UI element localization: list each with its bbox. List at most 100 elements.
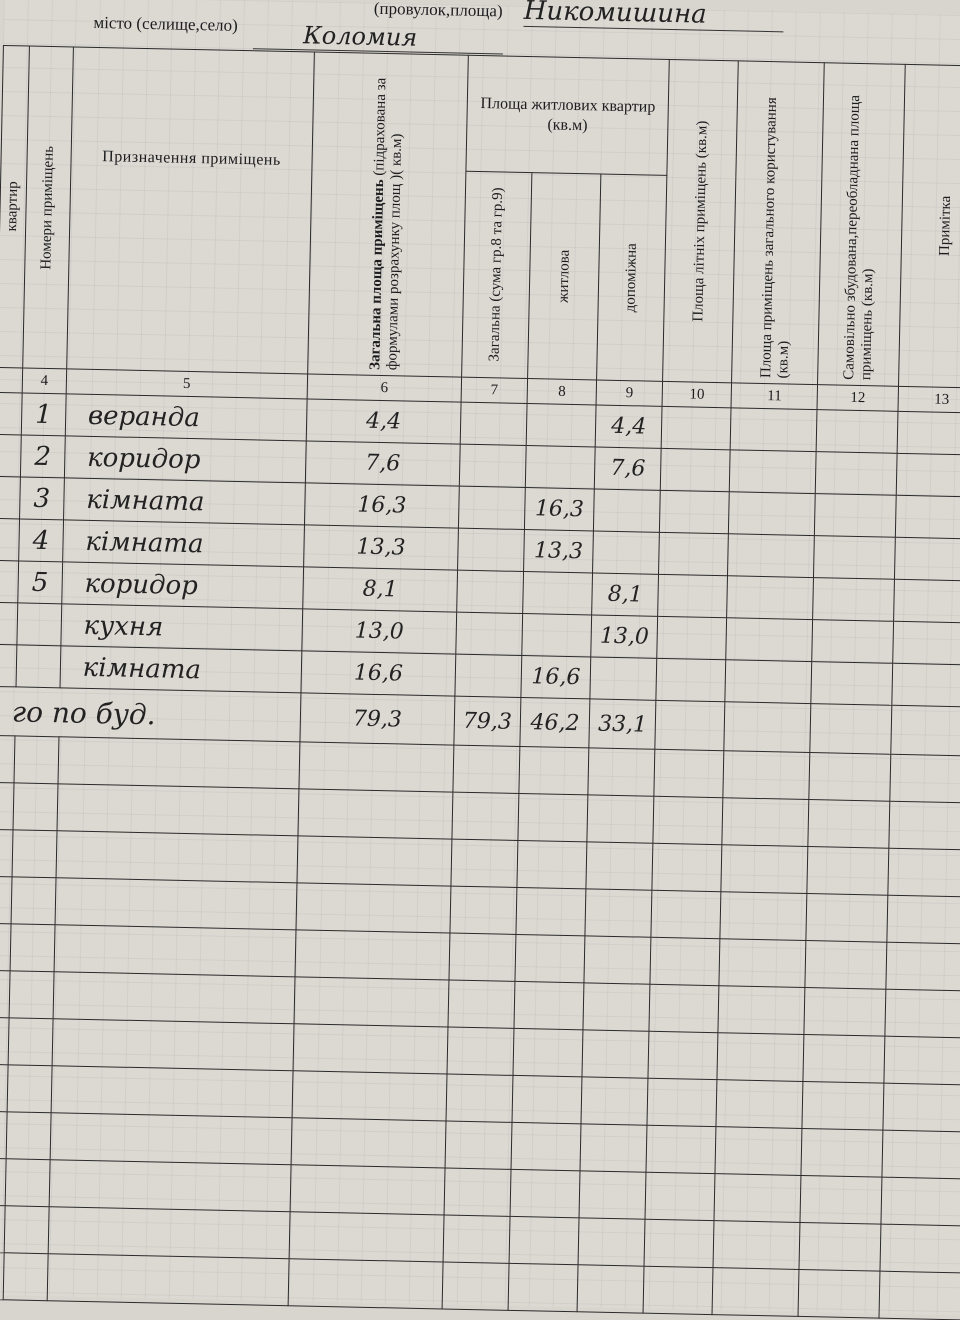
- empty-cell: [805, 940, 887, 990]
- common-area: [725, 617, 813, 662]
- column-number: 4: [22, 367, 67, 394]
- summer-area: [656, 658, 726, 702]
- empty-cell: [648, 1031, 719, 1080]
- empty-cell: [514, 934, 586, 983]
- summer-area: [659, 490, 730, 534]
- common-area: [729, 449, 817, 494]
- empty-cell: [53, 924, 296, 977]
- empty-cell: [452, 745, 520, 794]
- unauthorized-area: [813, 535, 896, 580]
- living-total: [456, 570, 524, 614]
- empty-cell: [442, 1261, 510, 1311]
- empty-cell: [719, 938, 807, 988]
- empty-cell: [647, 1078, 718, 1127]
- empty-cell: [6, 1111, 51, 1160]
- living-area: [521, 613, 592, 657]
- empty-cell: [881, 1130, 960, 1179]
- total-living: 46,2: [519, 697, 591, 748]
- room-purpose: кімната: [63, 477, 306, 525]
- cell: [0, 518, 20, 561]
- rooms-table: квартир Номери приміщень Призначення при…: [0, 45, 960, 1320]
- header-living-total: Загальна (сума гр.8 та гр.9): [486, 187, 507, 363]
- empty-cell: [653, 796, 724, 845]
- empty-cell: [717, 1032, 805, 1082]
- empty-cell: [645, 1172, 716, 1221]
- empty-cell: [447, 980, 515, 1029]
- total-area: 4,4: [306, 398, 462, 445]
- empty-cell: [48, 1159, 292, 1212]
- empty-cell: [51, 1018, 294, 1071]
- total-auxiliary: 33,1: [589, 698, 657, 750]
- empty-cell: [649, 984, 720, 1033]
- total-area: 13,0: [301, 608, 457, 655]
- empty-cell: [288, 1258, 444, 1309]
- empty-cell: [886, 895, 960, 945]
- header-common-area: Площа приміщень загального користування …: [757, 96, 792, 379]
- empty-cell: [0, 829, 14, 877]
- empty-cell: [579, 1170, 647, 1220]
- empty-cell: [293, 976, 449, 1028]
- cell: [0, 560, 19, 603]
- empty-cell: [47, 1206, 291, 1259]
- summer-area: [660, 448, 731, 492]
- auxiliary-area: 13,0: [590, 614, 658, 659]
- empty-cell: [298, 741, 454, 793]
- living-total: [460, 402, 528, 446]
- empty-cell: [652, 843, 723, 892]
- empty-cell: [887, 848, 960, 898]
- empty-cell: [50, 1065, 294, 1118]
- empty-cell: [52, 971, 295, 1024]
- header-living-area-group: Площа житлових квартир (кв.м): [465, 55, 670, 176]
- column-number: 6: [307, 373, 462, 403]
- auxiliary-area: [590, 656, 657, 701]
- empty-cell: [13, 782, 58, 831]
- header-room-numbers: Номери приміщень: [38, 145, 57, 270]
- empty-cell: [885, 942, 960, 992]
- empty-cell: [800, 1175, 882, 1225]
- empty-cell: [509, 1216, 580, 1265]
- empty-cell: [451, 792, 519, 841]
- empty-cell: [56, 783, 299, 836]
- empty-cell: [798, 1269, 881, 1319]
- unauthorized-area: [811, 661, 893, 706]
- living-area: 16,6: [520, 655, 591, 699]
- empty-cell: [880, 1177, 960, 1226]
- empty-cell: [510, 1169, 581, 1218]
- room-purpose: коридор: [64, 435, 307, 483]
- common-area: [730, 407, 818, 452]
- total-label: го по буд.: [0, 686, 301, 742]
- total-area: 7,6: [305, 440, 461, 487]
- total-area: 16,6: [300, 650, 456, 697]
- living-area: [522, 571, 593, 615]
- header-apartments: квартир: [4, 181, 22, 232]
- empty-cell: [583, 982, 651, 1032]
- room-purpose: кімната: [62, 519, 305, 567]
- column-number: 10: [662, 381, 732, 408]
- empty-cell: [55, 830, 298, 883]
- auxiliary-area: 7,6: [594, 446, 662, 491]
- summer-area: [658, 532, 729, 576]
- column-number: 11: [731, 382, 818, 410]
- cell: [0, 476, 21, 519]
- total-area: 8,1: [302, 566, 458, 613]
- note: [892, 621, 960, 666]
- empty-cell: [712, 1267, 800, 1317]
- living-total: [454, 654, 522, 698]
- empty-cell: [14, 735, 59, 784]
- empty-cell: [515, 887, 587, 936]
- empty-cell: [654, 749, 725, 798]
- unauthorized-area: [812, 577, 895, 622]
- header-summer-area: Площа літніх приміщень (кв.м): [690, 120, 711, 322]
- living-total: [455, 612, 523, 656]
- room-number: 2: [20, 434, 66, 478]
- cell: [0, 434, 22, 477]
- empty-cell: [517, 793, 589, 842]
- living-total: [459, 444, 527, 488]
- unauthorized-area: [816, 409, 899, 454]
- header-room-purpose: Призначення приміщень: [66, 46, 315, 374]
- header-living: житлова: [555, 249, 573, 303]
- unauthorized-area: [814, 493, 897, 538]
- empty-cell: [0, 782, 15, 830]
- empty-cell: [580, 1123, 648, 1173]
- header-auxiliary: допоміжна: [622, 242, 641, 313]
